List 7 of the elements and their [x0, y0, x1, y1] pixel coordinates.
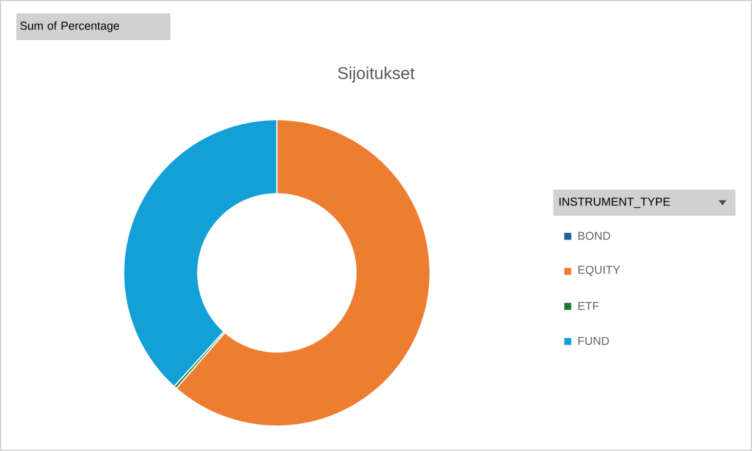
chart-title: Sijoitukset — [338, 66, 415, 83]
legend-title: INSTRUMENT_TYPE — [560, 198, 670, 208]
legend-label: BOND — [578, 232, 610, 240]
legend-label: FUND — [578, 337, 609, 346]
text: Sum of Percentage — [20, 22, 120, 32]
legend-label: ETF — [578, 302, 599, 310]
legend-label: EQUITY — [578, 266, 620, 276]
